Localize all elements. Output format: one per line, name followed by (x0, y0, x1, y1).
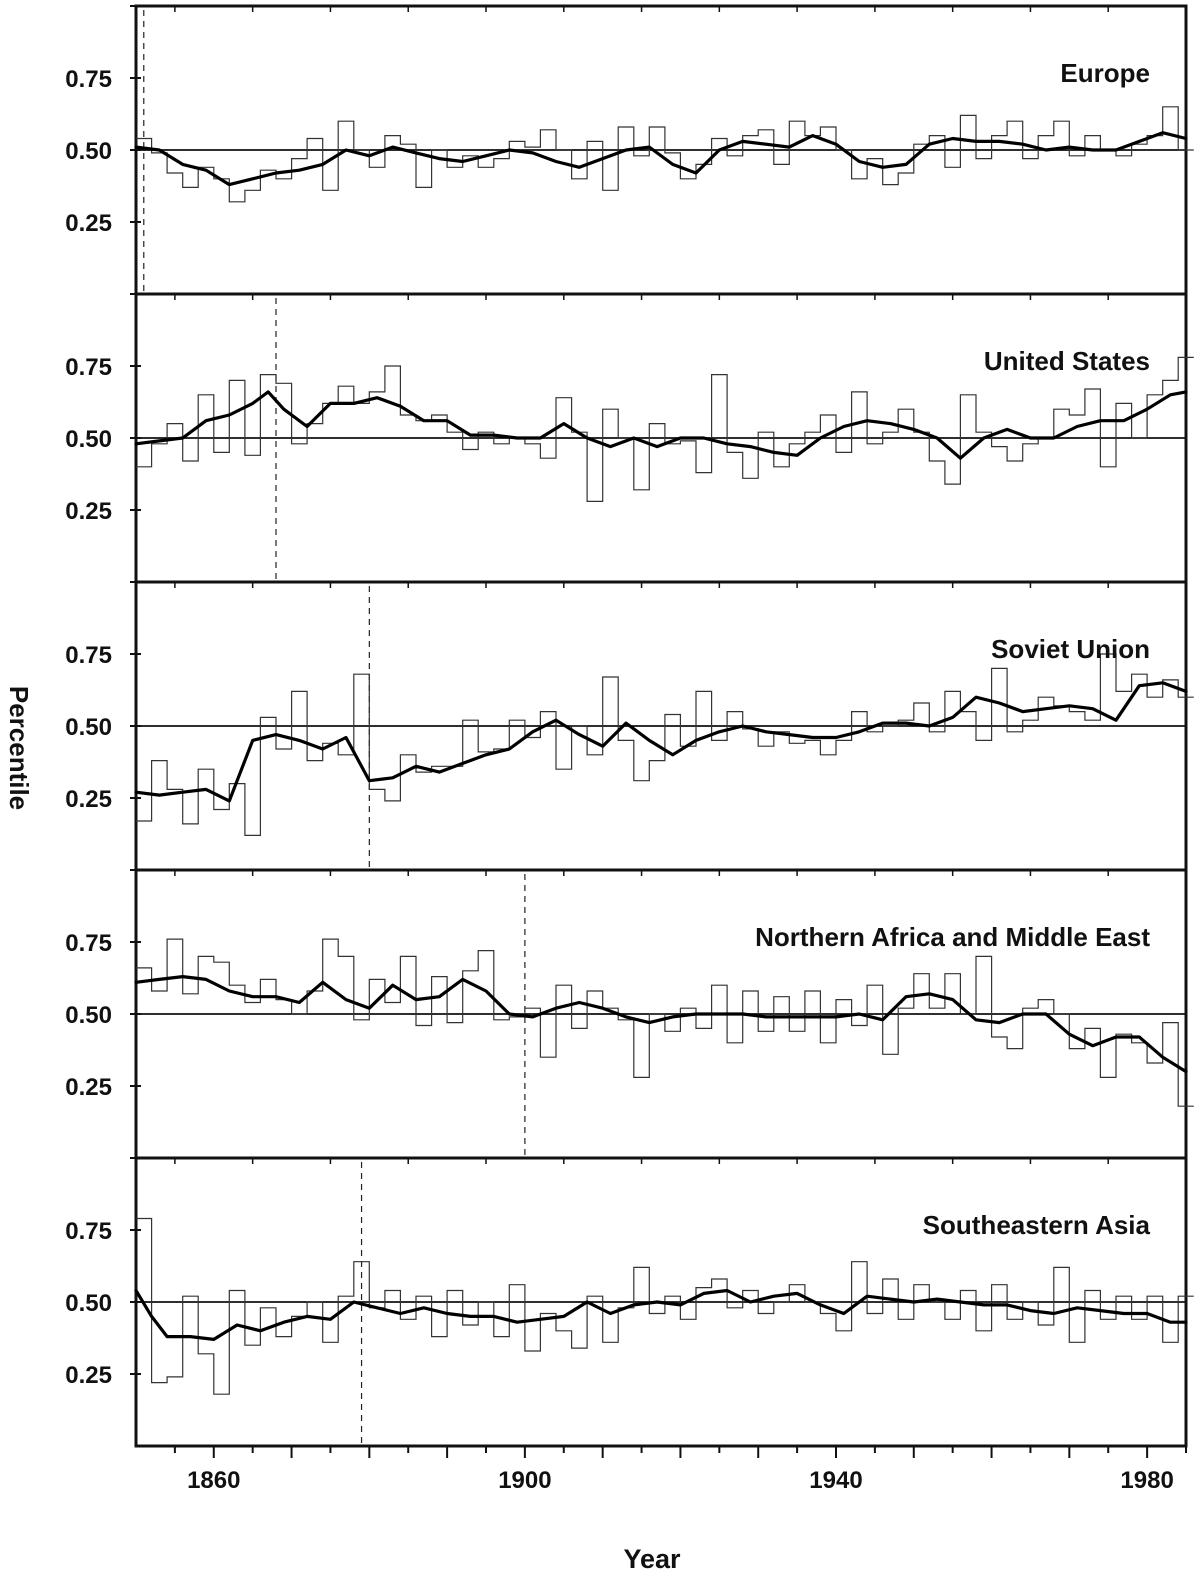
x-tick-label: 1980 (1120, 1467, 1173, 1494)
y-tick-label: 0.25 (65, 210, 112, 237)
y-tick-label: 0.25 (65, 1074, 112, 1101)
x-tick-label: 1860 (187, 1467, 240, 1494)
panel-title: Soviet Union (991, 634, 1150, 664)
y-tick-label: 0.25 (65, 786, 112, 813)
x-tick-label: 1900 (498, 1467, 551, 1494)
smoothed-series-line (134, 131, 1188, 187)
y-tick-label: 0.50 (65, 138, 112, 165)
y-tick-label: 0.75 (65, 1218, 112, 1245)
y-tick-label: 0.75 (65, 642, 112, 669)
panel: 0.75 0.50 0.25 Northern Africa and Middle E… (65, 868, 1194, 1160)
y-tick-label: 0.75 (65, 930, 112, 957)
annual-series-line (136, 1217, 1194, 1395)
annual-series-line (136, 356, 1194, 502)
y-tick-label: 0.25 (65, 498, 112, 525)
annual-series-line (136, 653, 1194, 836)
x-axis: 1860 1900 1940 1980 (173, 1446, 1187, 1494)
annual-series-line (136, 938, 1194, 1107)
panel: 0.75 0.50 0.25 Europe (65, 4, 1194, 296)
panel-title: United States (984, 346, 1150, 376)
panel-title: Northern Africa and Middle East (755, 922, 1150, 952)
x-axis-title: Year (623, 1544, 681, 1574)
panel-title: Europe (1060, 58, 1150, 88)
y-tick-label: 0.50 (65, 1290, 112, 1317)
panel-title: Southeastern Asia (923, 1210, 1151, 1240)
y-tick-label: 0.50 (65, 426, 112, 453)
smoothed-series-line (134, 390, 1188, 460)
y-tick-label: 0.25 (65, 1362, 112, 1389)
y-tick-label: 0.75 (65, 354, 112, 381)
panel: 0.75 0.50 0.25 Soviet Union (65, 580, 1194, 872)
y-axis-title: Percentile (4, 686, 34, 810)
y-tick-label: 0.75 (65, 66, 112, 93)
smoothed-series-line (134, 1288, 1188, 1342)
panel: 0.75 0.50 0.25 Southeastern Asia (65, 1156, 1194, 1448)
y-tick-label: 0.50 (65, 1002, 112, 1029)
x-tick-label: 1940 (809, 1467, 862, 1494)
smoothed-series-line (134, 681, 1188, 803)
chart-panels: 0.75 0.50 0.25 Europe 0.75 0.50 0.25 United Sta… (65, 4, 1194, 1448)
panel: 0.75 0.50 0.25 United States (65, 292, 1194, 584)
y-tick-label: 0.50 (65, 714, 112, 741)
smoothed-series-line (134, 974, 1188, 1074)
annual-series-line (136, 106, 1194, 203)
